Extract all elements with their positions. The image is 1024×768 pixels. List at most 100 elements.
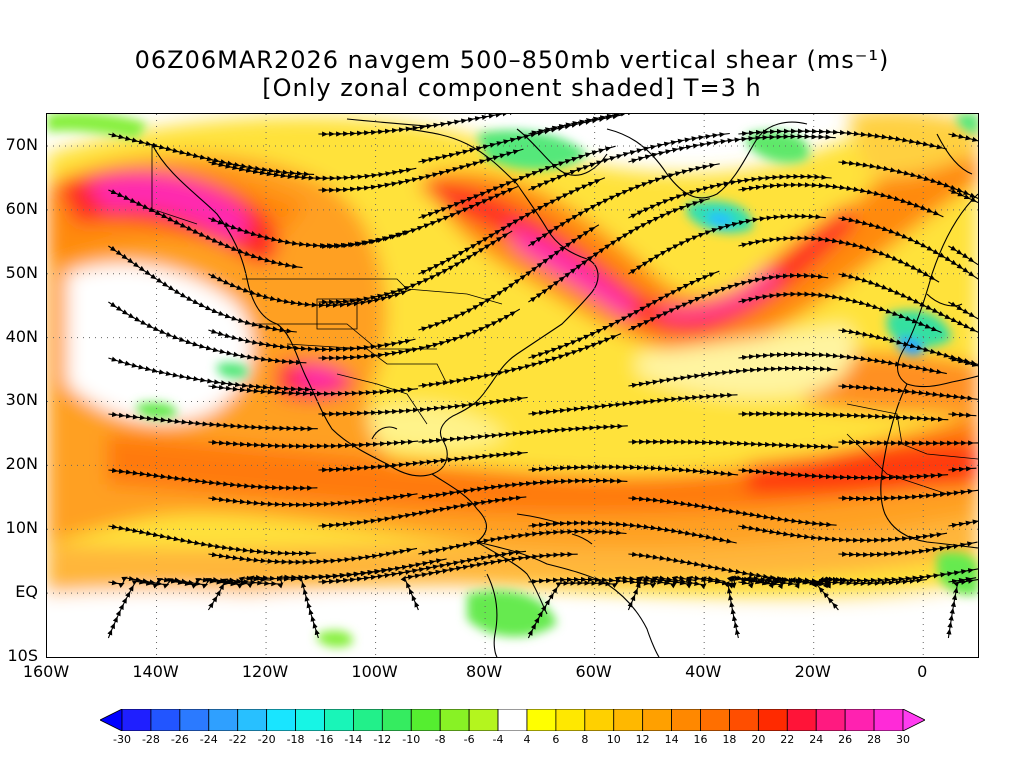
streamline: [738, 411, 949, 422]
streamline: [738, 128, 948, 150]
colorbar-swatch: [729, 709, 759, 731]
colorbar-swatch: [295, 709, 325, 731]
colorbar-label: -16: [315, 733, 334, 746]
streamline: [418, 333, 622, 389]
streamline: [527, 575, 697, 639]
lon-tick-label: 40W: [685, 662, 722, 681]
colorbar-label: 20: [751, 733, 766, 746]
colorbar-label: 28: [867, 733, 882, 746]
streamline: [946, 578, 978, 639]
colorbar-label: -20: [257, 733, 276, 746]
colorbar-swatch: [757, 709, 788, 731]
lon-tick-label: 60W: [575, 662, 612, 681]
colorbar-label: -12: [373, 733, 392, 746]
streamline: [948, 188, 978, 204]
streamline: [948, 132, 978, 142]
streamline: [418, 423, 628, 445]
colorbar-swatch: [324, 709, 354, 731]
lon-tick-label: 100W: [351, 662, 398, 681]
colorbar-label: 6: [552, 733, 560, 746]
colorbar-swatch: [815, 709, 846, 731]
streamline: [318, 495, 527, 529]
streamline: [628, 495, 837, 528]
streamline: [723, 575, 851, 639]
colorbar-swatch: [353, 709, 383, 731]
colorbar-label: -4: [492, 733, 504, 746]
chart-title: 06Z06MAR2026 navgem 500–850mb vertical s…: [134, 46, 890, 74]
streamline: [838, 383, 978, 401]
colorbar-swatch: [468, 709, 499, 731]
streamline: [738, 467, 949, 481]
streamline: [738, 524, 948, 543]
colorbar-swatch: [786, 709, 817, 731]
shear-streamlines: [107, 114, 978, 639]
streamline: [838, 488, 978, 502]
colorbar-swatch: [497, 709, 528, 731]
streamline: [948, 411, 977, 418]
streamline: [208, 383, 418, 397]
colorbar-swatch: [208, 709, 239, 731]
streamline: [418, 477, 628, 501]
colorbar-swatch: [844, 709, 875, 731]
lat-tick-label: 10N: [5, 518, 38, 538]
streamline: [108, 467, 318, 491]
colorbar-label: 4: [523, 733, 531, 746]
map-svg: [47, 114, 978, 657]
streamline: [528, 520, 737, 544]
streamline: [318, 396, 528, 417]
lat-tick-label: 70N: [5, 134, 38, 154]
colorbar-swatch: [526, 709, 557, 731]
lat-tick-label: 20N: [5, 454, 38, 474]
map-plot-area: [46, 113, 979, 658]
streamline: [108, 411, 318, 432]
chart-subtitle: [Only zonal component shaded] T=3 h: [262, 74, 762, 102]
lat-tick-label: 10S: [7, 646, 38, 665]
colorbar: [100, 709, 925, 731]
colorbar-label: 26: [838, 733, 853, 746]
colorbar-swatch: [613, 709, 644, 731]
streamline: [318, 450, 528, 473]
streamline: [528, 464, 739, 477]
colorbar-swatch: [642, 709, 672, 731]
streamline: [628, 365, 838, 389]
colorbar-extend-high: [902, 709, 925, 731]
colorbar-swatch: [873, 709, 904, 731]
colorbar-label: -8: [434, 733, 446, 746]
colorbar-swatch: [439, 709, 470, 731]
lon-tick-label: 0: [917, 662, 928, 681]
colorbar-label: -30: [113, 733, 131, 746]
colorbar-swatch: [555, 709, 586, 731]
streamline: [948, 519, 978, 529]
streamline: [838, 541, 978, 558]
lat-tick-label: 50N: [5, 262, 38, 282]
streamline: [418, 528, 627, 556]
colorbar-swatch: [266, 709, 296, 731]
lon-tick-label: 160W: [22, 662, 70, 681]
colorbar-extend-low: [100, 709, 123, 731]
colorbar-swatch: [381, 709, 412, 731]
streamline: [107, 575, 271, 639]
colorbar-swatch: [671, 709, 701, 731]
colorbar-label: -22: [228, 733, 247, 746]
streamline: [208, 439, 419, 449]
lat-tick-label: 60N: [5, 198, 38, 218]
colorbar-swatch: [121, 709, 152, 731]
colorbar-label: -6: [463, 733, 475, 746]
lat-tick-label: 30N: [5, 390, 38, 410]
colorbar-label: -14: [344, 733, 363, 746]
colorbar-swatch: [150, 709, 181, 731]
colorbar-swatch: [700, 709, 730, 731]
streamline: [948, 245, 978, 266]
colorbar-swatch: [237, 709, 268, 731]
streamline: [296, 558, 447, 639]
colorbar-label: 24: [809, 733, 824, 746]
colorbar-swatch: [410, 709, 441, 731]
colorbar-label: -28: [141, 733, 160, 746]
lon-tick-label: 120W: [241, 662, 289, 681]
colorbar-label: 22: [780, 733, 795, 746]
lon-tick-label: 20W: [794, 662, 831, 681]
lat-tick-label: EQ: [15, 582, 38, 602]
colorbar-label: 18: [722, 733, 737, 746]
colorbar-label: -24: [199, 733, 218, 746]
colorbar-label: -10: [402, 733, 421, 746]
